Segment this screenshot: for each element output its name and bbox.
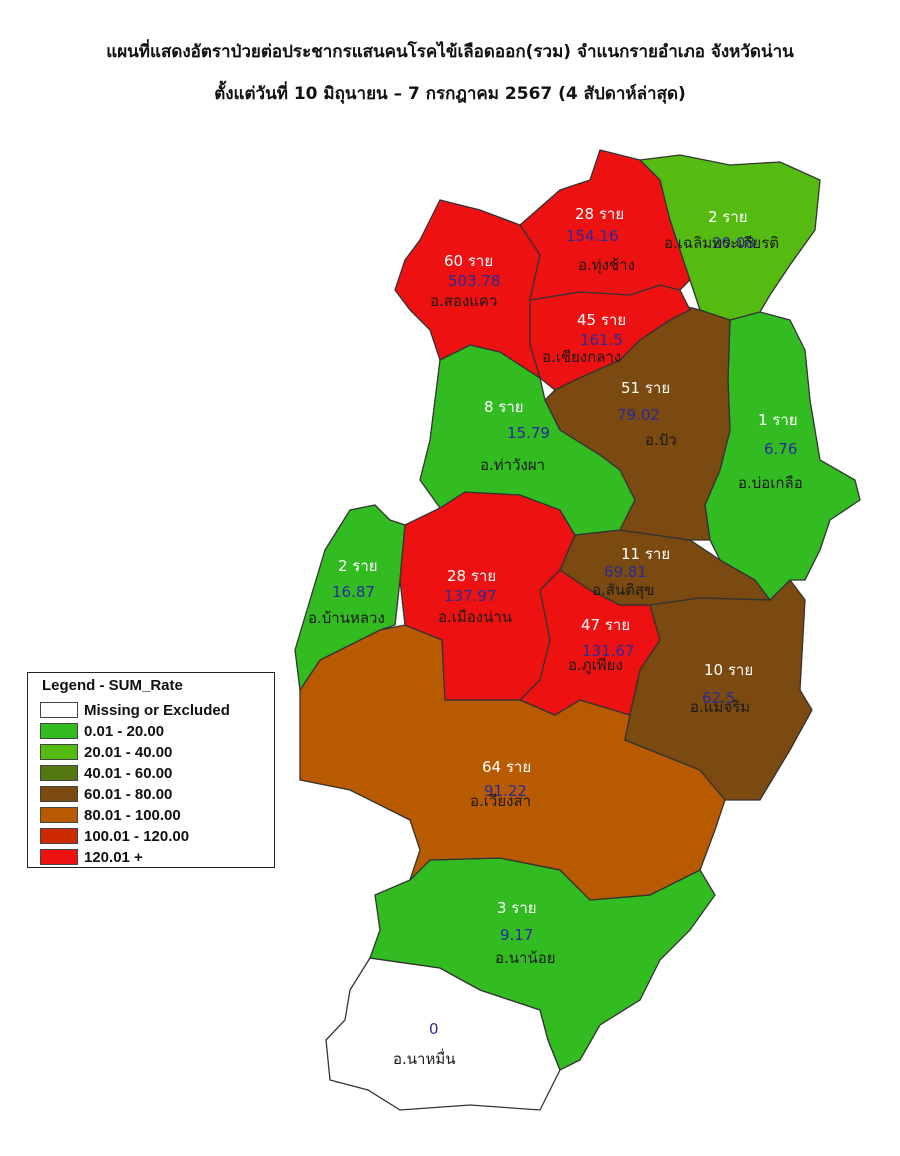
svg-text:อ.ปัว: อ.ปัว [645,431,677,449]
label-tha-wang-pha: 8 ราย 15.79 อ.ท่าวังผา [480,398,550,474]
svg-text:อ.บ้านหลวง: อ.บ้านหลวง [308,609,385,627]
map-legend: Legend - SUM_Rate Missing or Excluded 0.… [27,672,275,868]
legend-swatch [40,849,78,865]
label-bo-kluea: 1 ราย 6.76 อ.บ่อเกลือ [738,411,803,492]
label-na-muen: 0 อ.นาหมื่น [393,1020,455,1068]
svg-text:45 ราย: 45 ราย [577,311,626,329]
svg-text:10 ราย: 10 ราย [704,661,753,679]
svg-text:79.02: 79.02 [617,406,660,424]
svg-text:อ.บ่อเกลือ: อ.บ่อเกลือ [738,474,803,492]
svg-text:11 ราย: 11 ราย [621,545,670,563]
legend-title: Legend - SUM_Rate [42,677,183,694]
svg-text:2 ราย: 2 ราย [338,557,378,575]
legend-swatch [40,828,78,844]
legend-swatch [40,765,78,781]
legend-item: 40.01 - 60.00 [40,764,172,782]
svg-text:อ.นาน้อย: อ.นาน้อย [495,949,556,967]
label-pua: 51 ราย 79.02 อ.ปัว [617,379,677,449]
map-title: แผนที่แสดงอัตราป่วยต่อประชากรแสนคนโรคไข้… [106,42,794,62]
legend-swatch [40,786,78,802]
svg-text:20.08: 20.08 [712,234,755,252]
svg-text:69.81: 69.81 [604,563,647,581]
svg-text:อ.เวียงสา: อ.เวียงสา [470,792,531,810]
svg-text:62.5: 62.5 [702,689,735,707]
label-chiang-klang: 45 ราย 161.5 อ.เชียงกลาง [542,311,626,366]
svg-text:64 ราย: 64 ราย [482,758,531,776]
label-phu-phiang: 47 ราย 131.67 อ.ภูเพียง [568,616,635,674]
svg-text:51 ราย: 51 ราย [621,379,670,397]
svg-text:อ.แม่จริม: อ.แม่จริม [690,698,750,716]
svg-text:อ.สองแคว: อ.สองแคว [430,292,497,310]
label-ban-luang: 2 ราย 16.87 อ.บ้านหลวง [308,557,385,627]
legend-item: 0.01 - 20.00 [40,722,164,740]
svg-text:อ.นาหมื่น: อ.นาหมื่น [393,1048,455,1068]
svg-text:อ.ทุ่งช้าง: อ.ทุ่งช้าง [578,256,635,275]
label-mueang-nan: 28 ราย 137.97 อ.เมืองน่าน [438,567,512,626]
label-santi-suk: 11 ราย 69.81 อ.สันติสุข [592,545,670,600]
svg-text:6.76: 6.76 [764,440,797,458]
district-chaloem-phra-kiat[interactable] [638,154,821,321]
svg-text:0: 0 [429,1020,439,1038]
svg-text:131.67: 131.67 [582,642,635,660]
label-song-khwae: 60 ราย 503.78 อ.สองแคว [430,252,501,310]
legend-item: 20.01 - 40.00 [40,743,172,761]
svg-text:503.78: 503.78 [448,272,501,290]
svg-text:28 ราย: 28 ราย [447,567,496,585]
svg-text:อ.เชียงกลาง: อ.เชียงกลาง [542,348,621,366]
legend-swatch [40,723,78,739]
legend-item: 80.01 - 100.00 [40,806,181,824]
svg-text:137.97: 137.97 [444,587,497,605]
svg-text:60 ราย: 60 ราย [444,252,493,270]
svg-text:91.22: 91.22 [484,782,527,800]
svg-text:2 ราย: 2 ราย [708,208,748,226]
svg-text:อ.เฉลิมพระเกียรติ: อ.เฉลิมพระเกียรติ [664,234,779,252]
svg-text:อ.ท่าวังผา: อ.ท่าวังผา [480,456,545,474]
legend-item: 120.01 + [40,848,143,866]
svg-text:9.17: 9.17 [500,926,533,944]
svg-text:อ.ภูเพียง: อ.ภูเพียง [568,656,623,674]
legend-item: 100.01 - 120.00 [40,827,189,845]
svg-text:161.5: 161.5 [580,331,623,349]
legend-item: 60.01 - 80.00 [40,785,172,803]
svg-text:154.16: 154.16 [566,227,619,245]
svg-text:28 ราย: 28 ราย [575,205,624,223]
district-ban-luang[interactable] [294,504,406,692]
svg-text:อ.สันติสุข: อ.สันติสุข [592,581,654,600]
legend-swatch [40,807,78,823]
map-subtitle: ตั้งแต่วันที่ 10 มิถุนายน – 7 กรกฎาคม 25… [214,84,686,104]
label-na-noi: 3 ราย 9.17 อ.นาน้อย [495,899,556,967]
svg-text:อ.เมืองน่าน: อ.เมืองน่าน [438,608,512,626]
legend-swatch [40,702,78,718]
svg-text:3 ราย: 3 ราย [497,899,537,917]
label-chaloem-phra-kiat: 2 ราย 20.08 อ.เฉลิมพระเกียรติ [664,208,779,252]
label-mae-charim: 10 ราย 62.5 อ.แม่จริม [690,661,753,716]
label-thung-chang: 28 ราย 154.16 อ.ทุ่งช้าง [566,205,635,275]
svg-text:15.79: 15.79 [507,424,550,442]
svg-text:8 ราย: 8 ราย [484,398,524,416]
label-wiang-sa: 64 ราย 91.22 อ.เวียงสา [470,758,531,810]
svg-text:1 ราย: 1 ราย [758,411,798,429]
svg-text:47 ราย: 47 ราย [581,616,630,634]
svg-text:16.87: 16.87 [332,583,375,601]
legend-swatch [40,744,78,760]
legend-item: Missing or Excluded [40,701,230,719]
